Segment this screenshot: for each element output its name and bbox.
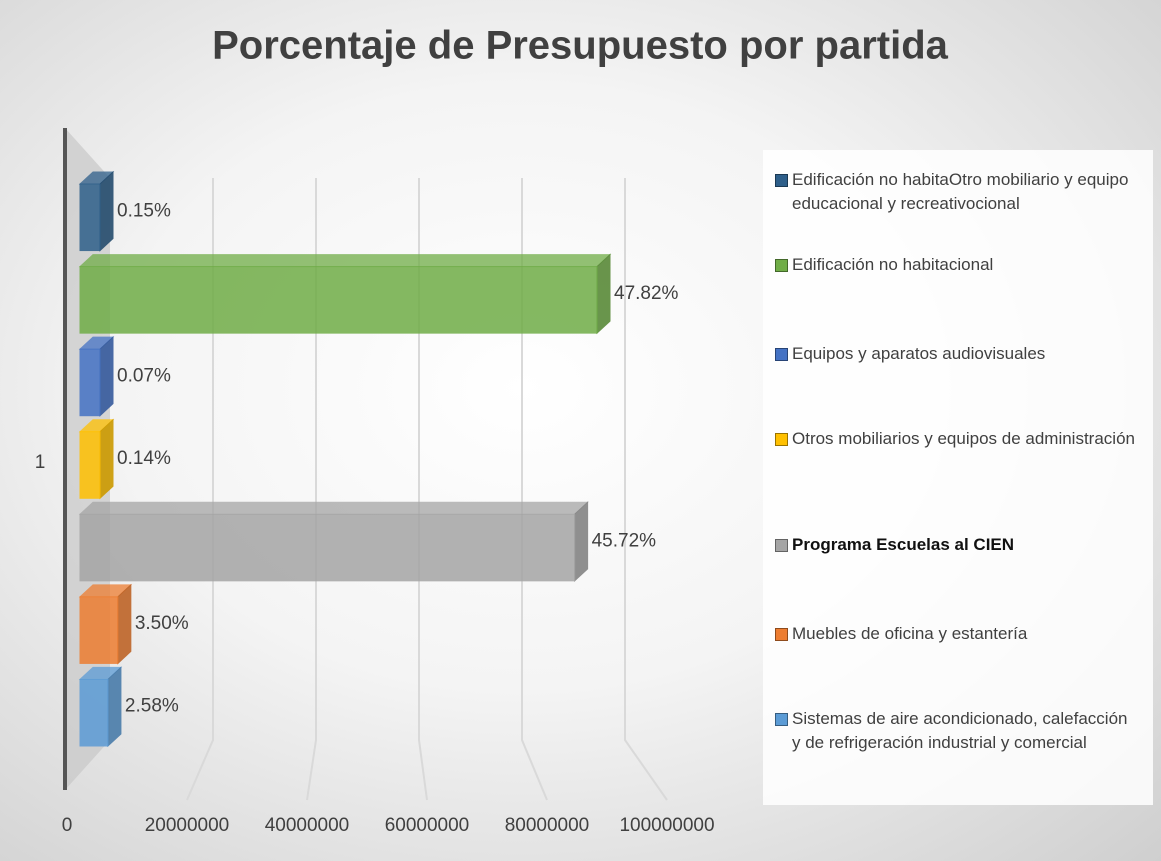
bar-side	[596, 253, 611, 335]
legend-entry: Muebles de oficina y estantería	[775, 622, 1135, 646]
data-label: 0.07%	[117, 365, 171, 386]
x-tick-label: 20000000	[145, 815, 230, 836]
bar-side	[99, 418, 114, 500]
legend-entry: Edificación no habitaOtro mobiliario y e…	[775, 168, 1135, 216]
legend-swatch	[775, 628, 788, 641]
legend-label: Muebles de oficina y estantería	[792, 624, 1028, 643]
legend: Edificación no habitaOtro mobiliario y e…	[763, 150, 1153, 805]
legend-label: Equipos y aparatos audiovisuales	[792, 344, 1046, 363]
grid-line	[418, 178, 428, 801]
x-tick-label: 100000000	[619, 815, 714, 836]
legend-swatch	[775, 259, 788, 272]
grid-line	[306, 178, 317, 801]
data-label: 45.72%	[592, 531, 657, 552]
bar-side	[574, 501, 589, 582]
grid-line	[521, 178, 548, 801]
data-label: 2.58%	[125, 696, 179, 717]
legend-entry: Programa Escuelas al CIEN	[775, 533, 1135, 557]
y-tick-label: 1	[35, 452, 46, 473]
bar-side	[107, 666, 122, 748]
data-label: 47.82%	[614, 283, 679, 304]
bar	[79, 596, 119, 664]
legend-label: Edificación no habitaOtro mobiliario y e…	[792, 170, 1129, 213]
grid-line	[624, 178, 668, 801]
data-label: 0.14%	[117, 448, 171, 469]
legend-entry: Otros mobiliarios y equipos de administr…	[775, 427, 1135, 451]
bar-top	[78, 501, 589, 515]
bar	[79, 266, 598, 334]
x-tick-label: 60000000	[385, 815, 470, 836]
data-label: 3.50%	[135, 613, 189, 634]
bar-side	[99, 336, 114, 417]
x-tick-label: 80000000	[505, 815, 590, 836]
legend-swatch	[775, 433, 788, 446]
chart-title: Porcentaje de Presupuesto por partida	[212, 24, 948, 68]
bar	[79, 513, 576, 582]
bar	[79, 183, 101, 252]
legend-swatch	[775, 174, 788, 187]
x-tick-label: 0	[62, 815, 73, 836]
x-tick-label: 40000000	[265, 815, 350, 836]
legend-label: Otros mobiliarios y equipos de administr…	[792, 429, 1135, 448]
legend-swatch	[775, 348, 788, 361]
legend-swatch	[775, 539, 788, 552]
legend-entry: Sistemas de aire acondicionado, calefacc…	[775, 707, 1135, 755]
bar	[79, 348, 101, 417]
legend-label: Programa Escuelas al CIEN	[792, 535, 1015, 554]
legend-label: Sistemas de aire acondicionado, calefacc…	[792, 709, 1128, 752]
bar	[79, 678, 109, 747]
legend-entry: Edificación no habitacional	[775, 253, 1135, 277]
grid-line	[186, 178, 214, 801]
data-label: 0.15%	[117, 200, 171, 221]
legend-entry: Equipos y aparatos audiovisuales	[775, 342, 1135, 366]
legend-swatch	[775, 713, 788, 726]
bar-side	[117, 583, 132, 665]
bar	[79, 431, 101, 499]
bar-side	[99, 170, 114, 252]
legend-label: Edificación no habitacional	[792, 255, 994, 274]
bar-top	[78, 254, 612, 268]
